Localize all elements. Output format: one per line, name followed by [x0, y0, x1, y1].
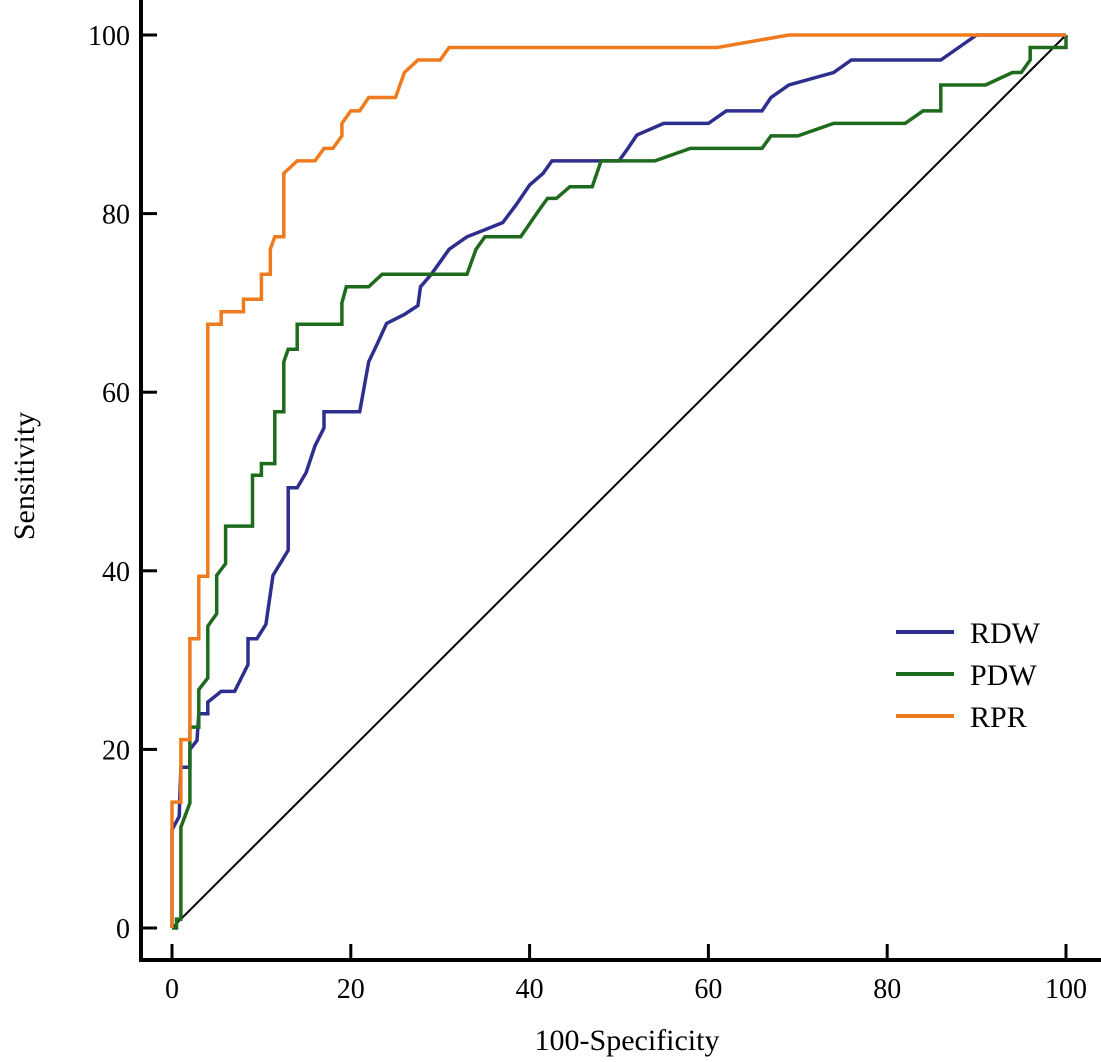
x-axis-title: 100-Specificity: [535, 1024, 720, 1057]
legend-label-rpr: RPR: [970, 701, 1027, 734]
y-tick-label: 100: [88, 21, 130, 52]
ticks: 0 20 40 60 80 100 0 20 40 60 80 100: [88, 21, 1087, 1005]
series-line-pdw: [172, 35, 1068, 930]
reference-diagonal-line: [171, 34, 1067, 929]
legend-label-rdw: RDW: [970, 617, 1041, 650]
y-tick-label: 60: [102, 378, 130, 409]
x-tick-label: 0: [165, 974, 179, 1005]
x-tick-label: 100: [1045, 974, 1087, 1005]
y-tick-label: 40: [102, 557, 130, 588]
y-tick-label: 80: [102, 200, 130, 231]
series-line-rpr: [170, 33, 1066, 928]
x-tick-label: 60: [694, 974, 722, 1005]
series-line-rdw: [170, 33, 1066, 928]
legend: RDW PDW RPR: [896, 617, 1041, 734]
y-tick-label: 0: [116, 914, 130, 945]
series-lines: [170, 33, 1068, 930]
y-tick-label: 20: [102, 735, 130, 766]
y-axis-title: Sensitivity: [8, 412, 41, 540]
x-tick-label: 80: [873, 974, 901, 1005]
axes: [139, 0, 1101, 962]
x-tick-label: 20: [337, 974, 365, 1005]
legend-label-pdw: PDW: [970, 659, 1037, 692]
x-tick-label: 40: [516, 974, 544, 1005]
